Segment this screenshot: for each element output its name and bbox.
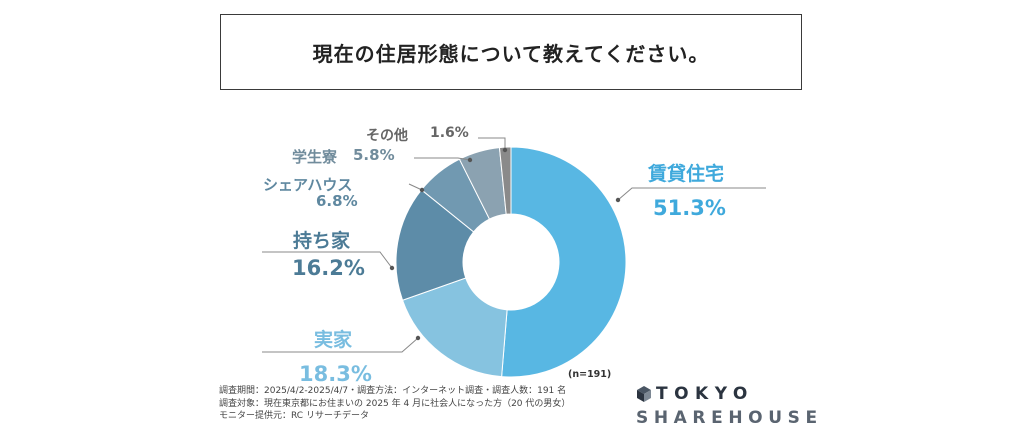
chart-title: 現在の住居形態について教えてください。 bbox=[220, 14, 802, 90]
category-label-other: その他 bbox=[366, 128, 408, 144]
value-label-rent: 51.3% bbox=[653, 196, 726, 220]
value-label-dormitory: 5.8% bbox=[353, 146, 395, 164]
leader-line-owned-home bbox=[262, 251, 393, 269]
leader-dot-family-home bbox=[415, 335, 421, 341]
leader-dot-rent bbox=[615, 197, 621, 203]
leader-line-dormitory bbox=[414, 157, 471, 161]
leader-line-rent bbox=[617, 187, 766, 201]
slice-family-home bbox=[401, 277, 508, 378]
category-label-sharehouse: シェアハウス bbox=[263, 176, 353, 194]
leader-line-other bbox=[478, 137, 506, 150]
logo-text-sharehouse: SHAREHOUSE bbox=[636, 408, 823, 428]
value-label-other: 1.6% bbox=[430, 125, 469, 141]
slice-other bbox=[498, 146, 512, 215]
value-label-owned-home: 16.2% bbox=[292, 256, 365, 280]
house-cube-icon bbox=[637, 386, 651, 402]
footnotes: 調査期間：2025/4/2-2025/4/7・調査方法：インターネット調査・調査… bbox=[219, 385, 570, 423]
leader-dot-dormitory bbox=[467, 157, 473, 163]
sample-size-label: (n=191) bbox=[568, 369, 612, 380]
category-label-dormitory: 学生寮 bbox=[292, 148, 338, 166]
footnote-target: 調査対象：現在東京都にお住まいの 2025 年 4 月に社会人になった方（20 … bbox=[219, 398, 571, 409]
leader-dot-other bbox=[502, 147, 508, 153]
value-label-sharehouse: 6.8% bbox=[316, 192, 358, 210]
leader-dot-sharehouse bbox=[419, 187, 425, 193]
category-label-rent: 賃貸住宅 bbox=[648, 163, 725, 185]
leader-dot-owned-home bbox=[389, 265, 395, 271]
category-label-family-home: 実家 bbox=[314, 329, 353, 351]
category-label-owned-home: 持ち家 bbox=[293, 230, 351, 252]
footnote-provider: モニター提供元：RC リサーチデータ bbox=[219, 411, 369, 421]
slice-owned-home bbox=[395, 189, 475, 301]
value-label-family-home: 18.3% bbox=[299, 362, 372, 386]
footnote-period: 調査期間：2025/4/2-2025/4/7・調査方法：インターネット調査・調査… bbox=[219, 386, 567, 396]
leader-line-sharehouse bbox=[408, 183, 423, 191]
leader-line-family-home bbox=[262, 337, 419, 353]
logo-text-tokyo: TOKYO bbox=[656, 384, 754, 404]
slice-rent bbox=[501, 146, 627, 378]
